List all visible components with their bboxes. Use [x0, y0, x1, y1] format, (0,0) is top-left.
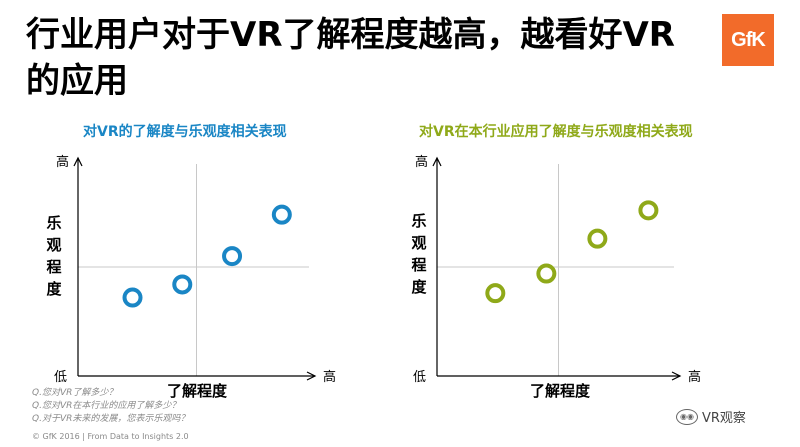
chart-2-point — [587, 228, 608, 249]
gfk-logo: GfK — [722, 14, 774, 66]
chart-2-x-label: 了解程度 — [530, 382, 591, 400]
page-title: 行业用户对于VR了解程度越高，越看好VR的应用 — [26, 15, 675, 101]
footnote-1: Q.您对VR了解多少？ — [32, 388, 118, 398]
chart-2-y-arrow — [432, 156, 442, 167]
footnote-2: Q.您对VR在本行业的应用了解多少？ — [32, 401, 181, 411]
chart-2-point — [485, 283, 506, 304]
chart-2-y-label-char: 度 — [411, 278, 427, 296]
chart-1-y-label-char: 乐 — [46, 214, 61, 232]
footnotes: Q.您对VR了解多少？ Q.您对VR在本行业的应用了解多少？ Q.对于VR未来的… — [32, 387, 189, 426]
chart-1-x-high-label: 高 — [323, 369, 336, 385]
chart-2-point — [536, 263, 557, 284]
chart-1-y-high-label: 高 — [56, 154, 69, 170]
footnote-3: Q.对于VR未来的发展，您表示乐观吗？ — [32, 414, 190, 424]
watermark: ◉◉ VR观察 — [676, 407, 746, 426]
chart-1-point — [271, 204, 292, 225]
chart-1-y-label-char: 观 — [46, 236, 61, 254]
chart-2-y-label-char: 程 — [411, 256, 426, 274]
wechat-icon: ◉◉ — [676, 408, 698, 425]
chart-1-y-label-char: 程 — [46, 258, 61, 276]
chart-2-point — [638, 200, 659, 221]
chart-2-title: 对VR在本行业应用了解度与乐观度相关表现 — [419, 124, 693, 140]
chart-2-y-low-label: 低 — [413, 370, 426, 385]
watermark-text: VR观察 — [702, 411, 746, 426]
chart-1-point — [122, 287, 143, 308]
chart-2-x-high-label: 高 — [688, 369, 701, 385]
copyright: © GfK 2016 | From Data to Insights 2.0 — [32, 432, 189, 441]
chart-2-y-label-char: 观 — [411, 234, 426, 252]
chart-2-y-label-char: 乐 — [411, 212, 426, 230]
chart-1-point — [172, 274, 193, 295]
chart-1-point — [222, 246, 243, 267]
chart-1-title: 对VR的了解度与乐观度相关表现 — [83, 124, 287, 140]
chart-1-y-arrow — [73, 156, 83, 167]
chart-2-y-high-label: 高 — [415, 154, 428, 170]
chart-2-x-arrow — [671, 371, 682, 381]
chart-1-x-label: 了解程度 — [167, 382, 228, 400]
chart-1-y-low-label: 低 — [54, 370, 67, 385]
chart-1-x-arrow — [306, 371, 317, 381]
chart-1-y-label-char: 度 — [46, 280, 62, 298]
